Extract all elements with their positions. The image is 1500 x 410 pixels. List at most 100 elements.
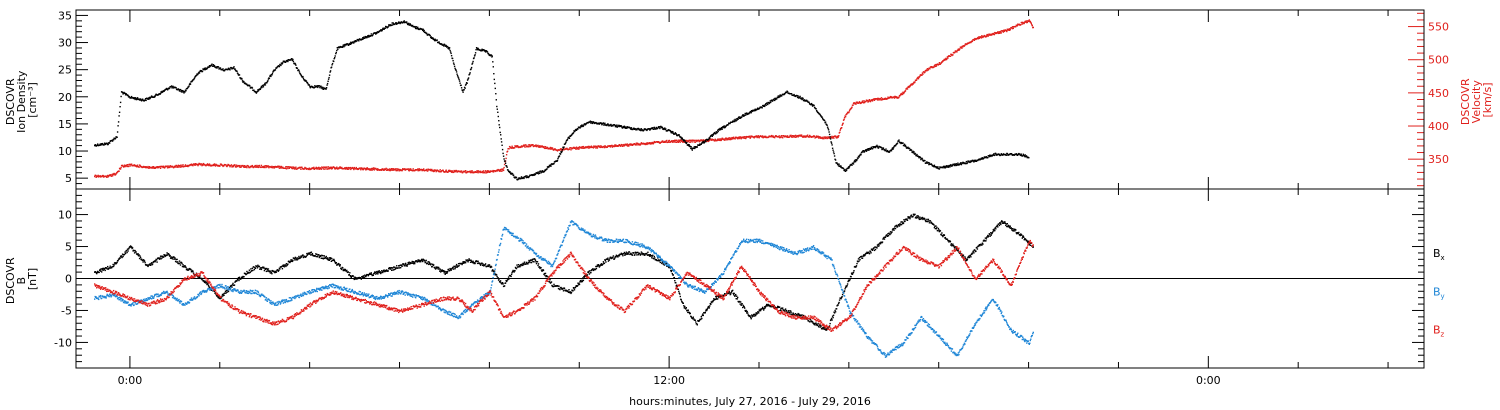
field-series-bx-point — [152, 261, 154, 264]
density-series-point — [306, 81, 309, 84]
field-series-bx-point — [542, 269, 545, 272]
density-series-point — [701, 142, 703, 144]
density-series-point — [902, 142, 904, 144]
density-series-point — [326, 84, 328, 86]
field-series-bx-point — [356, 278, 358, 280]
field-series-bx-point — [512, 269, 514, 272]
velocity-series-point — [125, 164, 128, 166]
velocity-series-point — [336, 166, 338, 168]
density-series-point — [561, 148, 564, 151]
field-series-bx-point — [138, 257, 141, 260]
density-series-point — [943, 167, 946, 169]
velocity-series-point — [944, 58, 947, 60]
velocity-series-point — [677, 141, 679, 143]
velocity-series-point — [631, 143, 633, 146]
density-series-point — [616, 124, 618, 126]
field-series-bx-point — [539, 267, 541, 270]
velocity-series-point — [1008, 29, 1010, 31]
field-series-bx-point — [480, 263, 482, 265]
density-series-point — [626, 127, 628, 129]
velocity-series-point — [328, 168, 330, 170]
velocity-series-point — [159, 165, 161, 168]
field-series-bx-point — [517, 264, 520, 266]
density-series-point — [138, 98, 140, 100]
velocity-series-point — [262, 165, 264, 168]
velocity-series-point — [486, 170, 489, 172]
field-series-bx-point — [213, 290, 216, 292]
density-series-point — [858, 156, 860, 158]
velocity-series-point — [115, 173, 117, 175]
velocity-series-point — [208, 163, 211, 165]
field-series-bx-point — [269, 272, 272, 274]
density-series-point — [843, 169, 846, 171]
field-series-bx-point — [547, 276, 549, 278]
field-series-bx-point — [186, 268, 188, 270]
field-series-bx-point — [487, 264, 489, 266]
field-series-bx-point — [295, 257, 297, 260]
field-series-bx-point — [461, 263, 463, 266]
field-series-bx-point — [588, 270, 590, 273]
velocity-series-point — [830, 136, 833, 139]
density-series-point — [966, 162, 969, 164]
field-series-bx-point — [137, 253, 139, 255]
field-series-bx-point — [488, 264, 491, 266]
field-series-bx-point — [288, 260, 290, 262]
velocity-series-point — [822, 136, 824, 138]
field-series-bx-point — [464, 261, 466, 263]
density-series-point — [492, 66, 494, 68]
velocity-series-point — [175, 164, 178, 167]
field-series-bx-point — [311, 253, 313, 256]
velocity-series-point — [263, 166, 266, 169]
density-series-point — [111, 140, 114, 142]
velocity-series-point — [614, 144, 616, 146]
velocity-series-point — [208, 164, 210, 167]
field-series-bx-point — [315, 253, 317, 255]
velocity-series-point — [630, 144, 632, 146]
field-series-bx-point — [467, 259, 470, 262]
density-series-point — [339, 46, 341, 49]
velocity-series-point — [818, 136, 821, 138]
field-series-bx-point — [289, 260, 292, 263]
field-series-bx-point — [106, 268, 108, 270]
density-series-point — [461, 89, 464, 92]
velocity-series-point — [626, 144, 628, 147]
field-series-bx-point — [216, 295, 218, 297]
field-series-bx-point — [451, 267, 453, 270]
field-series-bx-point — [565, 289, 567, 291]
field-series-bx-point — [390, 268, 392, 270]
velocity-series-point — [898, 96, 900, 98]
density-series-point — [956, 163, 959, 166]
density-series-point — [659, 127, 661, 130]
density-series-point — [425, 31, 427, 34]
density-series-point — [833, 155, 836, 157]
field-series-bx-point — [516, 264, 518, 266]
field-series-bx-point — [443, 270, 445, 272]
density-series-point — [808, 101, 810, 104]
velocity-series-point — [511, 145, 513, 147]
field-series-bx-point — [322, 255, 324, 257]
density-series-point — [471, 63, 473, 65]
velocity-series-point — [212, 163, 215, 166]
density-series-point — [500, 141, 503, 143]
velocity-series-point — [688, 139, 690, 141]
density-series-point — [979, 159, 981, 161]
field-series-bx-point — [600, 263, 603, 265]
velocity-series-point — [257, 165, 259, 167]
field-series-bx-point — [550, 281, 553, 283]
density-series-point — [670, 131, 672, 133]
density-series-point — [140, 100, 143, 102]
velocity-series-point — [638, 143, 640, 145]
density-series-point — [349, 42, 351, 45]
velocity-series-point — [267, 165, 270, 167]
density-series-point — [417, 26, 419, 28]
velocity-series-point — [721, 138, 723, 141]
velocity-series-point — [576, 147, 579, 149]
velocity-series-point — [934, 65, 937, 68]
density-series-point — [197, 73, 199, 75]
velocity-series-point — [578, 148, 580, 150]
field-series-bx-point — [548, 281, 551, 283]
density-series-point — [406, 21, 408, 23]
velocity-series-point — [307, 167, 309, 170]
field-series-bx-point — [148, 264, 150, 266]
velocity-series-point — [592, 146, 594, 148]
